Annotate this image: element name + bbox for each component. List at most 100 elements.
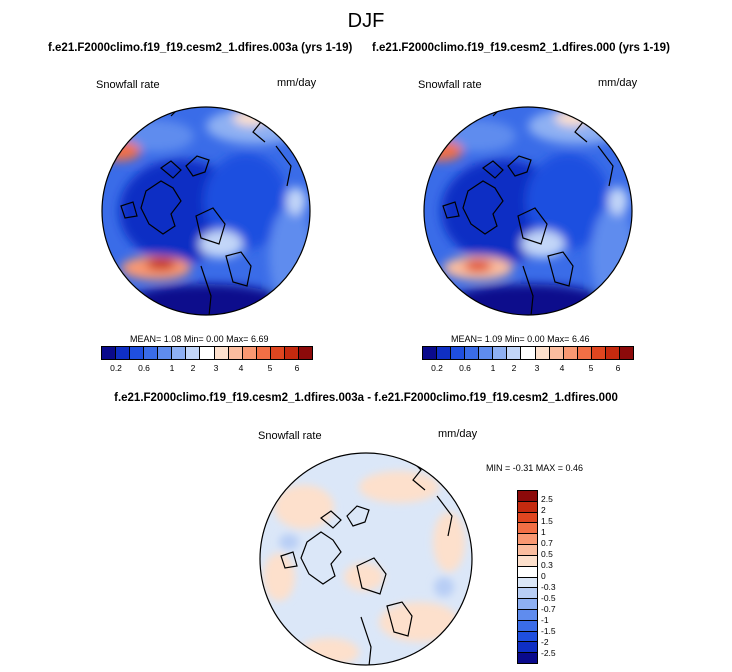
difference-stats: MIN = -0.31 MAX = 0.46: [486, 463, 584, 473]
difference-tick: 0.7: [541, 538, 553, 548]
difference-tick: -0.7: [541, 604, 556, 614]
panel1-min-label: Min=: [183, 334, 204, 344]
figure-title: DJF: [347, 10, 385, 32]
panel1-colorbar-swatch: [116, 347, 131, 359]
panel1-colorbar-swatch: [256, 347, 271, 359]
panel1-colorbar-swatch: [284, 347, 299, 359]
difference-tick: -0.5: [541, 593, 556, 603]
panel2-colorbar-swatch: [591, 347, 606, 359]
panel2-max-value: 6.46: [571, 334, 590, 344]
panel2-polar-map: [423, 106, 633, 316]
panel2-mean-label: MEAN=: [451, 334, 483, 344]
panel1-tick: 6: [294, 363, 300, 373]
difference-colorbar-swatch: [518, 653, 537, 663]
panel1-variable-label: Snowfall rate: [96, 79, 160, 91]
panel2-variable-label: Snowfall rate: [418, 79, 482, 91]
panel2-tick: 6: [615, 363, 621, 373]
difference-colorbar-swatch: [518, 566, 537, 578]
difference-tick: -1.5: [541, 626, 556, 636]
panel2-colorbar-swatch: [451, 347, 466, 359]
panel1-colorbar-swatch: [228, 347, 243, 359]
panel2-tick: 1: [490, 363, 496, 373]
difference-colorbar-swatch: [518, 631, 537, 643]
panel2-colorbar: [422, 346, 634, 360]
difference-colorbar-swatch: [518, 512, 537, 524]
difference-tick: 2: [541, 505, 546, 515]
difference-colorbar-swatch: [518, 609, 537, 621]
panel1-colorbar-swatch: [242, 347, 257, 359]
panel1-colorbar-swatch: [158, 347, 173, 359]
panel1-max-label: Max=: [226, 334, 249, 344]
difference-colorbar-swatch: [518, 545, 537, 556]
panel2-case-label: f.e21.F2000climo.f19_f19.cesm2_1.dfires.…: [372, 42, 670, 54]
difference-tick: 1.5: [541, 516, 553, 526]
panel2-colorbar-swatch: [605, 347, 620, 359]
panel2-tick: 3: [534, 363, 540, 373]
panel2-colorbar-swatch: [619, 347, 633, 359]
panel1-colorbar-swatch: [200, 347, 215, 359]
panel1-colorbar-swatch: [270, 347, 285, 359]
panel2-colorbar-swatch: [549, 347, 564, 359]
panel1-tick: 2: [190, 363, 196, 373]
panel1-colorbar-swatch: [144, 347, 159, 359]
panel1-colorbar-swatch: [102, 347, 117, 359]
difference-colorbar-swatch: [518, 620, 537, 632]
difference-colorbar-swatch: [518, 577, 537, 589]
panel1-max-value: 6.69: [250, 334, 269, 344]
difference-tick: 1: [541, 527, 546, 537]
panel1-colorbar-swatch: [298, 347, 312, 359]
panel1-colorbar: [101, 346, 313, 360]
difference-tick: 0: [541, 571, 546, 581]
difference-colorbar-swatch: [518, 491, 537, 502]
difference-tick: -0.3: [541, 582, 556, 592]
panel2-min-value: 0.00: [527, 334, 545, 344]
panel1-stats: MEAN= 1.08 Min= 0.00 Max= 6.69: [130, 334, 268, 344]
difference-colorbar: [517, 490, 538, 664]
difference-colorbar-swatch: [518, 534, 537, 546]
panel1-tick: 0.6: [138, 363, 150, 373]
panel1-tick: 5: [267, 363, 273, 373]
difference-colorbar-swatch: [518, 501, 537, 513]
difference-colorbar-swatch: [518, 588, 537, 600]
panel2-max-label: Max=: [547, 334, 570, 344]
panel1-colorbar-swatch: [130, 347, 145, 359]
difference-tick: 0.3: [541, 560, 553, 570]
difference-colorbar-swatch: [518, 523, 537, 535]
panel1-polar-map: [101, 106, 311, 316]
panel2-colorbar-swatch: [577, 347, 592, 359]
panel2-tick: 0.2: [431, 363, 443, 373]
panel2-colorbar-swatch: [493, 347, 508, 359]
difference-tick: -2: [541, 637, 549, 647]
panel1-min-value: 0.00: [206, 334, 224, 344]
panel2-tick: 0.6: [459, 363, 471, 373]
panel2-colorbar-swatch: [437, 347, 452, 359]
panel2-colorbar-swatch: [521, 347, 536, 359]
panel1-mean-label: MEAN=: [130, 334, 162, 344]
panel2-colorbar-swatch: [563, 347, 578, 359]
panel1-colorbar-swatch: [214, 347, 229, 359]
panel1-tick: 3: [213, 363, 219, 373]
panel2-tick: 4: [559, 363, 565, 373]
panel2-colorbar-swatch: [507, 347, 522, 359]
difference-variable-label: Snowfall rate: [258, 430, 322, 442]
difference-tick: 2.5: [541, 494, 553, 504]
panel1-colorbar-swatch: [186, 347, 201, 359]
panel2-units-label: mm/day: [598, 77, 638, 89]
difference-tick: -1: [541, 615, 549, 625]
panel2-colorbar-swatch: [479, 347, 494, 359]
panel2-stats: MEAN= 1.09 Min= 0.00 Max= 6.46: [451, 334, 589, 344]
difference-colorbar-swatch: [518, 642, 537, 654]
panel2-colorbar-swatch: [465, 347, 480, 359]
panel1-tick: 4: [238, 363, 244, 373]
panel2-tick: 5: [588, 363, 594, 373]
panel1-tick: 0.2: [110, 363, 122, 373]
panel2-tick: 2: [511, 363, 517, 373]
panel2-colorbar-swatch: [423, 347, 438, 359]
difference-tick: -2.5: [541, 648, 556, 658]
panel1-mean-value: 1.08: [163, 334, 182, 344]
panel1-tick: 1: [169, 363, 175, 373]
panel2-colorbar-swatch: [535, 347, 550, 359]
difference-polar-map: [259, 452, 473, 666]
difference-units-label: mm/day: [438, 428, 478, 440]
difference-tick: 0.5: [541, 549, 553, 559]
